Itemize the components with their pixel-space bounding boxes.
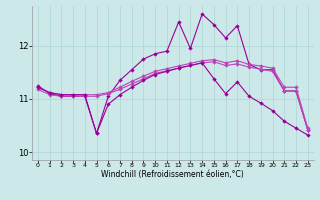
X-axis label: Windchill (Refroidissement éolien,°C): Windchill (Refroidissement éolien,°C)	[101, 170, 244, 179]
